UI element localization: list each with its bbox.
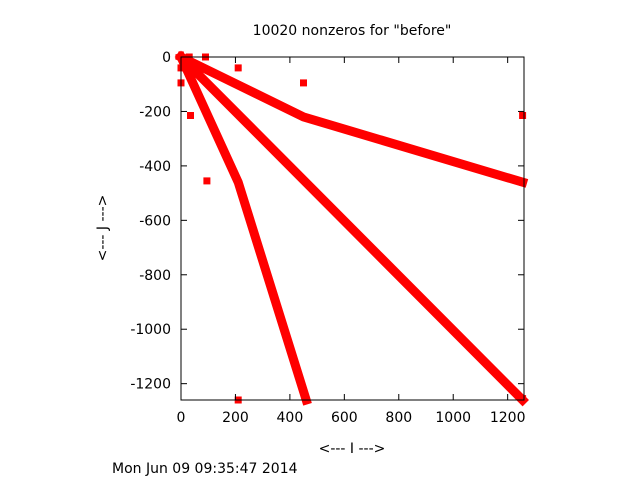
x-tick-label: 0 xyxy=(177,410,186,426)
x-tick-label: 1200 xyxy=(490,410,526,426)
timestamp-footer: Mon Jun 09 09:35:47 2014 xyxy=(112,461,298,477)
nonzero-point xyxy=(519,395,527,403)
nonzero-point xyxy=(300,79,307,87)
y-tick-label: -400 xyxy=(139,159,171,175)
y-tick-label: -200 xyxy=(139,104,171,120)
chart-title: 10020 nonzeros for "before" xyxy=(253,23,452,39)
nonzero-band-1 xyxy=(174,50,529,188)
nonzero-band-2 xyxy=(174,50,529,407)
nonzero-band-3 xyxy=(175,51,312,406)
x-tick-label: 800 xyxy=(385,410,412,426)
y-tick-label: -1000 xyxy=(130,322,171,338)
nonzero-point xyxy=(234,64,242,72)
y-tick-label: -1200 xyxy=(130,377,171,393)
x-tick-label: 1000 xyxy=(435,410,471,426)
nonzero-point xyxy=(187,112,194,119)
x-tick-label: 600 xyxy=(331,410,358,426)
y-tick-label: -600 xyxy=(139,213,171,229)
data-layer xyxy=(174,50,529,407)
x-axis-ticks: 0 200 400 600 800 1000 1200 xyxy=(177,57,526,426)
y-axis-label: <--- J ---> xyxy=(95,195,111,262)
plot-frame xyxy=(180,56,525,401)
x-axis-label: <--- I ---> xyxy=(319,441,386,457)
y-axis-ticks: 0 -200 -400 -600 -800 -1000 -1200 xyxy=(130,50,524,393)
y-tick-label: 0 xyxy=(162,50,171,66)
y-tick-label: -800 xyxy=(139,268,171,284)
x-tick-label: 200 xyxy=(222,410,249,426)
nonzero-point xyxy=(203,177,211,185)
x-tick-label: 400 xyxy=(277,410,304,426)
nonzero-point xyxy=(519,178,527,186)
nonzero-point xyxy=(519,112,527,119)
